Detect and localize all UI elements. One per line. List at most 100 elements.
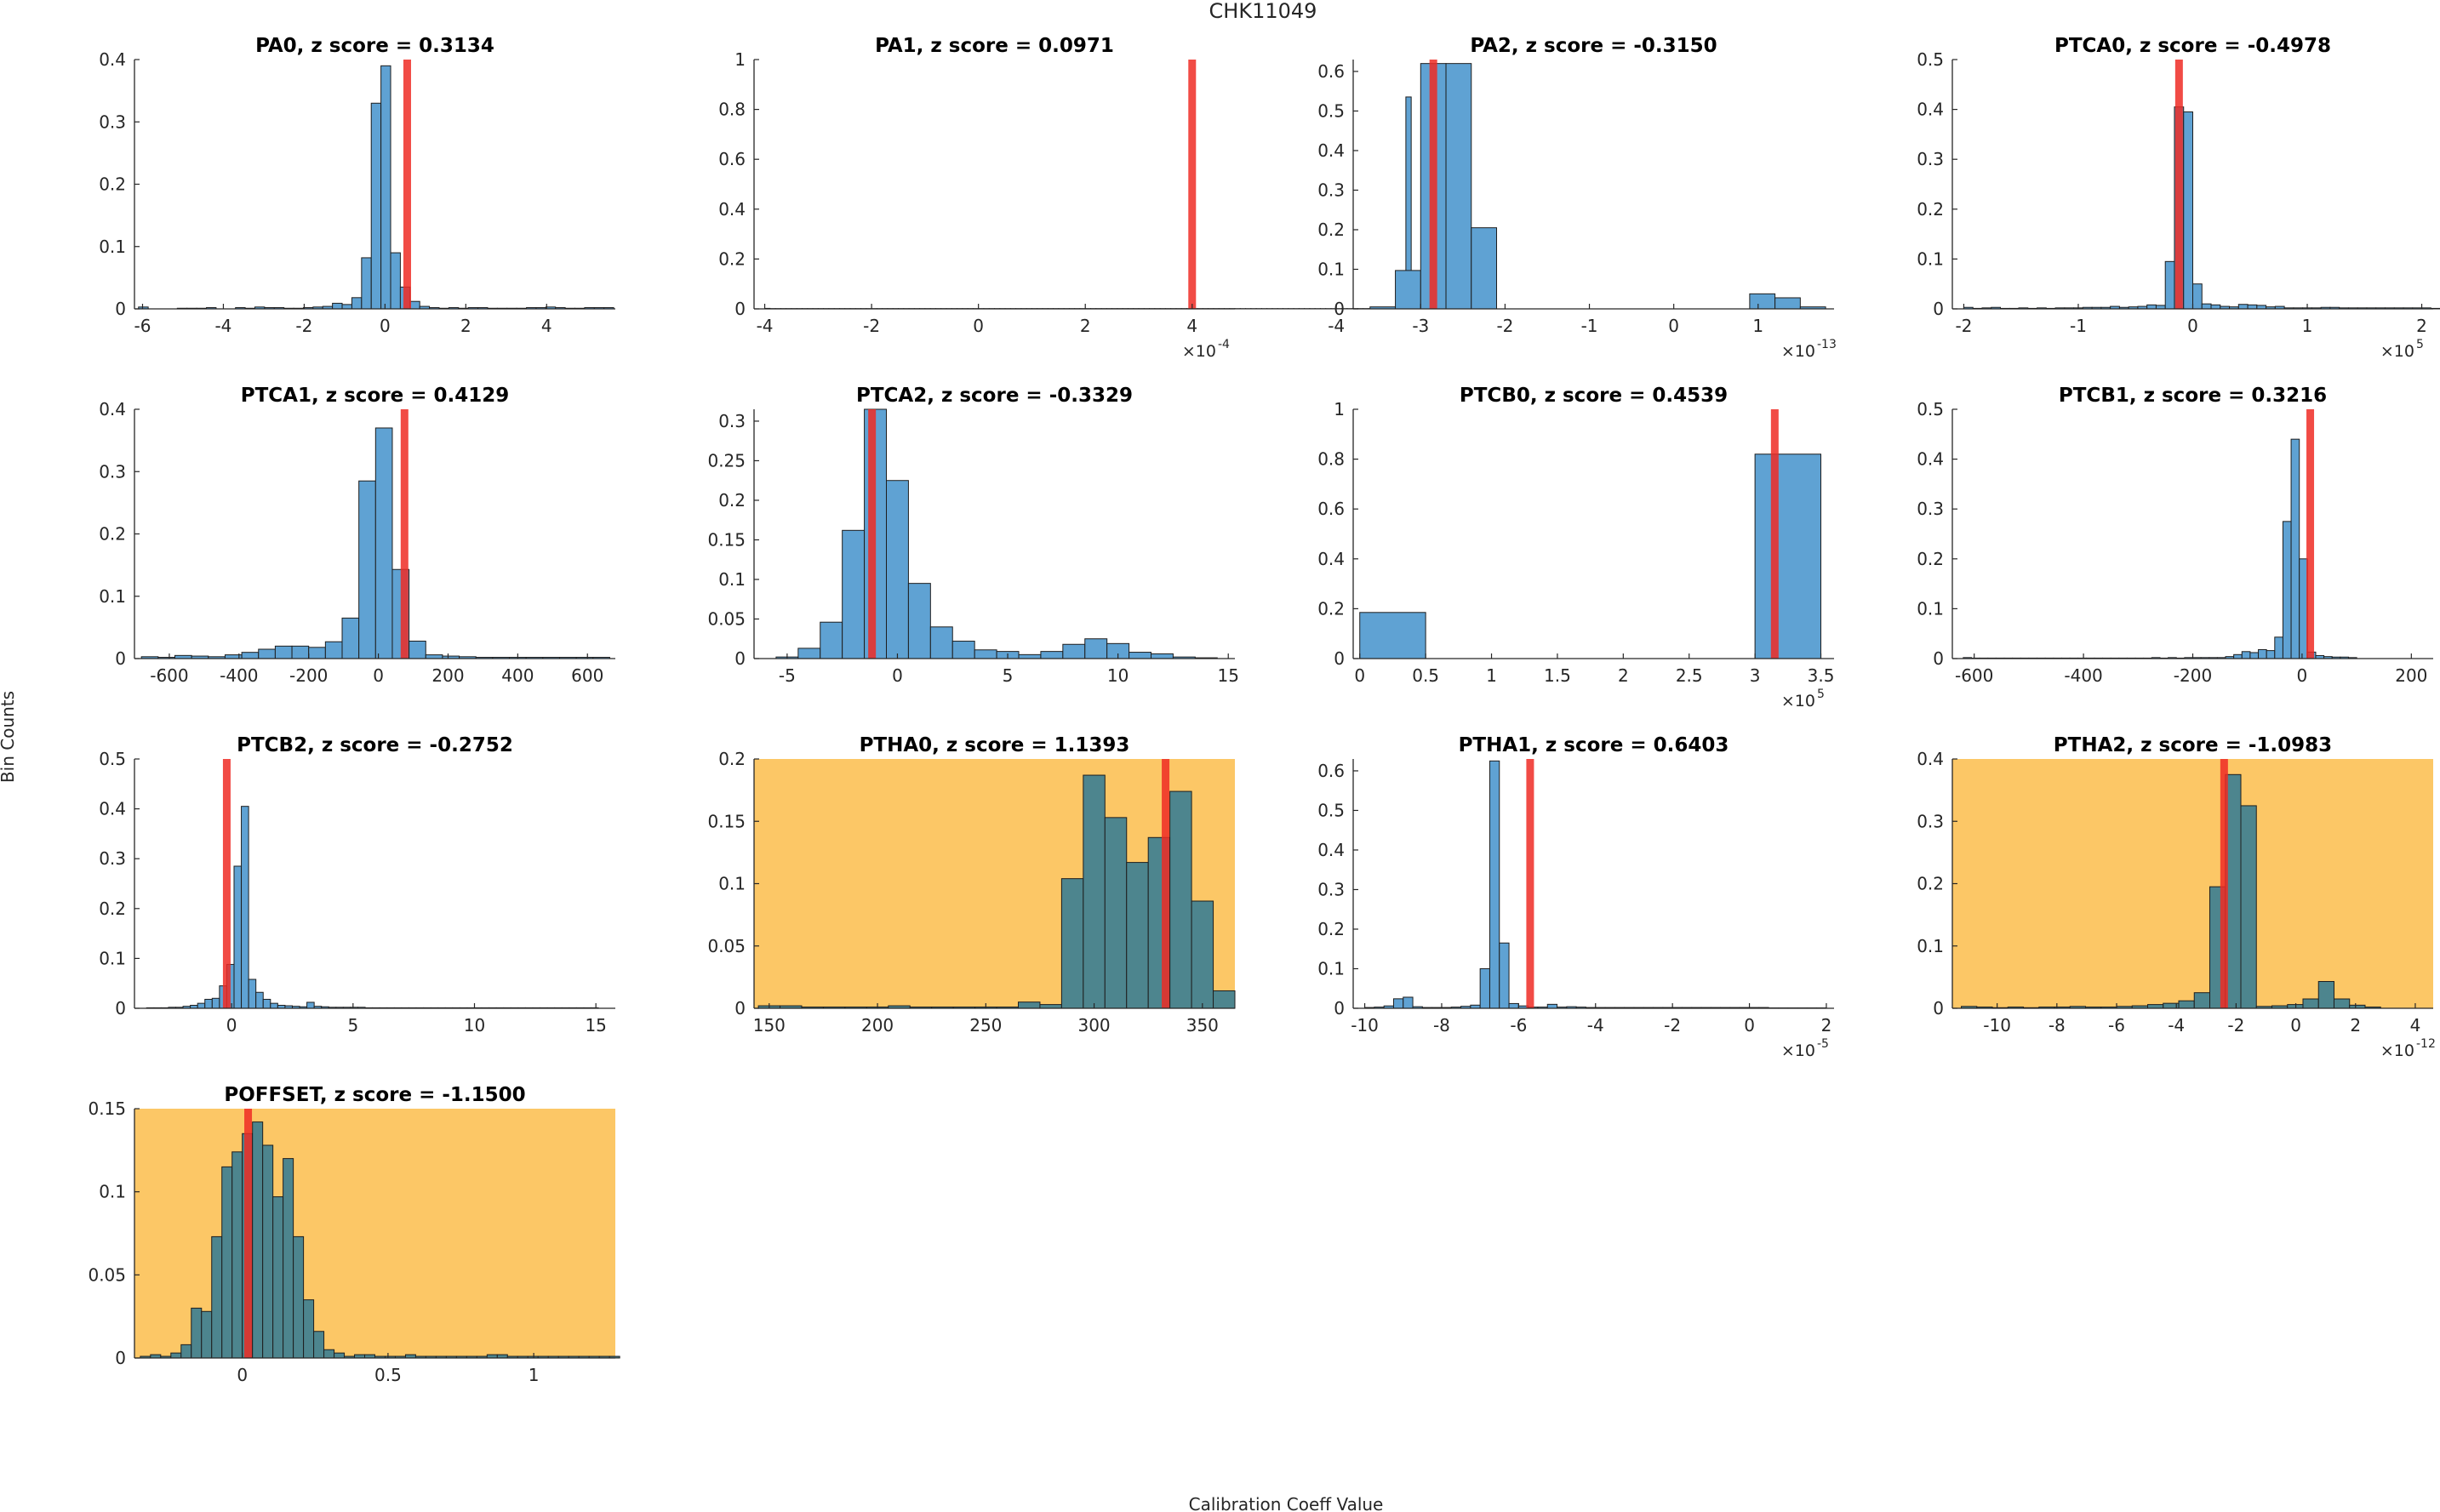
histogram-bar: [197, 1002, 206, 1009]
y-tick-label: 0: [115, 299, 126, 319]
histogram-bar: [380, 65, 391, 310]
x-tick-label: 15: [585, 1015, 606, 1036]
subplot-title: PTHA2, z score = -1.0983: [2054, 734, 2332, 756]
value-marker: [1188, 60, 1197, 309]
histogram-bar: [255, 991, 264, 1009]
x-tick-label: 1: [1752, 316, 1763, 336]
histogram-bar: [341, 304, 352, 310]
histogram-bar: [1084, 638, 1108, 659]
y-tick-label: 0.1: [1317, 259, 1345, 279]
y-tick-label: 0.2: [99, 524, 126, 545]
histogram-bar: [2146, 304, 2157, 310]
x-tick-label: -600: [1955, 665, 1993, 686]
x-axis-multiplier-exponent: -13: [1817, 338, 1837, 351]
x-tick-label: 15: [1217, 665, 1238, 686]
subplot-title: PTCB0, z score = 0.4539: [1460, 385, 1728, 407]
x-tick-label: 5: [1003, 665, 1014, 686]
subplot-ptcb2: 0 0.1 0.2 0.3 0.4 0.5 0 5 10 15 PTCB2, z score = -…: [99, 734, 615, 1036]
subplot-grid: 0 0.1 0.2 0.3 0.4 -6 -4 -2 0 2 4 PA0, z score = 0.3…: [88, 35, 2440, 1385]
x-tick-label: 2: [460, 316, 471, 336]
subplot-title: PTCB2, z score = -0.2752: [237, 734, 513, 756]
x-tick-label: 4: [2410, 1015, 2421, 1036]
x-tick-label: 400: [501, 665, 534, 686]
x-tick-label: -200: [2174, 665, 2212, 686]
histogram-bar: [1040, 651, 1064, 659]
x-tick-label: -8: [1433, 1015, 1450, 1036]
x-tick-label: 2: [2416, 316, 2427, 336]
x-tick-label: -6: [1510, 1015, 1527, 1036]
histogram-bar: [1749, 293, 1776, 310]
x-tick-label: -200: [289, 665, 328, 686]
histogram-bar: [2192, 283, 2203, 310]
value-marker: [400, 409, 409, 659]
x-tick-label: 2: [2350, 1015, 2361, 1036]
y-tick-label: 0: [1933, 299, 1944, 319]
histogram-bar: [1774, 297, 1801, 310]
y-tick-label: 0.5: [1917, 49, 1944, 70]
histogram-bar: [409, 300, 420, 310]
subplot-ptha2: 0 0.1 0.2 0.3 0.4 -10 -8 -6 -4 -2 0 2 4 ×10 -12 PTHA2, …: [1917, 734, 2436, 1060]
figure-ylabel: Bin Counts: [0, 691, 18, 783]
y-tick-label: 0.1: [1317, 958, 1345, 979]
histogram-bar: [2290, 438, 2300, 659]
y-tick-label: 0.05: [88, 1264, 126, 1285]
y-tick-label: 0.05: [707, 936, 746, 956]
histogram-bar: [1062, 643, 1086, 659]
histogram-bar: [1754, 454, 1822, 659]
y-tick-label: 0.15: [707, 529, 746, 550]
value-marker: [1526, 759, 1534, 1008]
histogram-bar: [1191, 900, 1214, 1009]
y-tick-label: 0.6: [1317, 61, 1345, 82]
x-axis-multiplier-exponent: -4: [1218, 338, 1230, 351]
x-tick-label: -10: [1351, 1015, 1379, 1036]
y-tick-label: 0.1: [1917, 598, 1944, 619]
y-tick-label: 0.8: [1317, 449, 1345, 470]
histogram-bar: [370, 102, 382, 310]
histogram-bar: [929, 626, 953, 659]
histogram-bar: [201, 1310, 213, 1359]
y-tick-label: 1: [734, 49, 746, 70]
y-tick-label: 0.4: [1917, 449, 1944, 470]
y-tick-label: 0.4: [99, 399, 126, 419]
x-tick-label: 3.5: [1808, 665, 1835, 686]
histogram-bar: [2287, 1004, 2304, 1009]
y-tick-label: 0: [1334, 998, 1345, 1018]
histogram-bar: [1060, 878, 1084, 1009]
y-tick-label: 0: [734, 998, 746, 1018]
subplot-title: PTCA0, z score = -0.4978: [2054, 35, 2331, 57]
histogram-bar: [1039, 1004, 1062, 1009]
histogram-bar: [323, 1349, 335, 1359]
y-tick-label: 0.4: [99, 49, 126, 70]
y-tick-label: 0.3: [99, 848, 126, 869]
x-tick-label: -2: [1664, 1015, 1681, 1036]
subplot-title: PA1, z score = 0.0971: [875, 35, 1114, 57]
x-tick-label: -4: [2168, 1015, 2185, 1036]
histogram-bar: [258, 648, 276, 659]
x-tick-label: 0: [1354, 665, 1365, 686]
x-axis-multiplier: ×10: [1781, 342, 1815, 361]
histogram-bar: [2299, 558, 2308, 659]
y-tick-label: 0.15: [707, 811, 746, 831]
x-tick-label: 1: [2302, 316, 2313, 336]
histogram-bar: [390, 252, 401, 310]
x-tick-label: 0: [237, 1365, 248, 1385]
subplot-ptcb1: 0 0.1 0.2 0.3 0.4 0.5 -600 -400 -200 0 200 PTCB1, z…: [1917, 385, 2433, 686]
y-tick-label: 0.3: [1317, 879, 1345, 899]
y-tick-label: 0.4: [718, 199, 746, 220]
histogram-bar: [1213, 990, 1236, 1009]
y-tick-label: 0.1: [99, 948, 126, 968]
subplot-title: PTCA2, z score = -0.3329: [856, 385, 1133, 407]
x-tick-label: 10: [1107, 665, 1129, 686]
histogram-bar: [951, 641, 975, 659]
histogram-bar: [2178, 1000, 2195, 1009]
x-tick-label: -2: [863, 316, 880, 336]
y-tick-label: 0.1: [718, 569, 746, 590]
y-tick-label: 0.3: [1317, 180, 1345, 200]
value-marker: [1162, 759, 1170, 1008]
histogram-bar: [1546, 1003, 1558, 1009]
x-tick-label: -4: [1328, 316, 1345, 336]
value-marker: [1770, 409, 1779, 659]
x-axis-multiplier: ×10: [1781, 692, 1815, 710]
y-tick-label: 0.1: [1917, 248, 1944, 269]
x-tick-label: 0: [2187, 316, 2198, 336]
